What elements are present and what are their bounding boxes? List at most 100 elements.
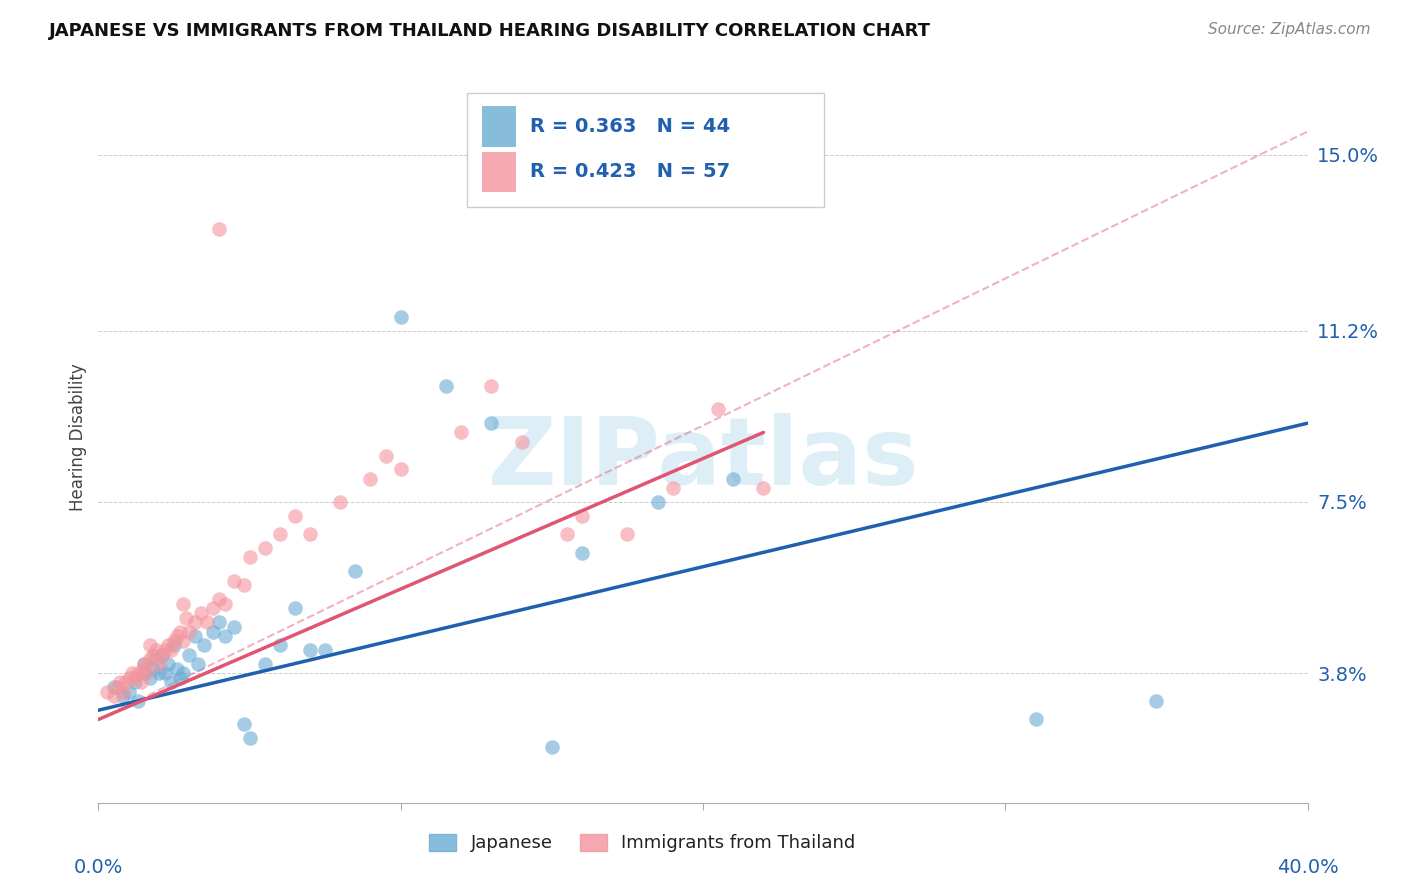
Point [179,648,201,662]
Point [1024,713,1046,727]
FancyBboxPatch shape [467,94,824,207]
Text: JAPANESE VS IMMIGRANTS FROM THAILAND HEARING DISABILITY CORRELATION CHART: JAPANESE VS IMMIGRANTS FROM THAILAND HEA… [49,22,931,40]
Text: ZIPatlas: ZIPatlas [488,413,918,505]
Point [139,671,162,685]
Point [434,379,457,393]
Point [150,648,173,662]
Point [540,740,562,755]
Point [299,643,322,657]
Point [284,508,307,523]
Point [132,657,155,671]
Point [193,639,215,653]
Point [169,671,191,685]
Point [153,666,176,681]
Point [616,527,638,541]
Point [224,620,246,634]
Point [169,624,191,639]
Point [239,731,262,745]
Point [121,666,143,681]
FancyBboxPatch shape [482,106,516,146]
FancyBboxPatch shape [482,152,516,192]
Point [142,661,165,675]
Point [1144,694,1167,708]
Point [124,671,146,685]
Point [202,624,225,639]
Point [108,675,131,690]
Point [571,546,593,560]
Point [214,629,236,643]
Point [314,643,336,657]
Point [103,690,125,704]
Point [166,629,188,643]
Point [127,666,149,681]
Point [208,592,231,607]
Point [202,601,225,615]
Point [135,666,157,681]
Point [344,565,367,579]
Point [179,624,201,639]
Point [752,481,775,495]
Point [153,643,176,657]
Point [510,434,533,449]
Point [160,675,183,690]
Point [145,652,167,666]
Point [166,661,188,675]
Point [707,402,730,417]
Point [124,675,146,690]
Point [103,680,125,694]
Point [111,690,134,704]
Point [163,633,186,648]
Point [214,597,236,611]
Y-axis label: Hearing Disability: Hearing Disability [69,363,87,511]
Point [253,657,276,671]
Point [145,643,167,657]
Point [239,550,262,565]
Point [160,643,183,657]
Point [114,675,136,690]
Point [661,481,683,495]
Text: R = 0.423   N = 57: R = 0.423 N = 57 [530,162,730,181]
Point [723,472,745,486]
Point [132,661,155,675]
Point [132,666,155,681]
Point [118,684,141,698]
Point [127,694,149,708]
Point [232,578,254,592]
Point [184,629,207,643]
Text: 0.0%: 0.0% [73,858,124,878]
Legend: Japanese, Immigrants from Thailand: Japanese, Immigrants from Thailand [422,826,863,860]
Text: 40.0%: 40.0% [1277,858,1339,878]
Text: R = 0.363   N = 44: R = 0.363 N = 44 [530,117,730,136]
Point [481,416,503,430]
Point [156,657,179,671]
Point [129,675,152,690]
Point [118,671,141,685]
Point [389,310,412,324]
Point [148,666,170,681]
Point [156,639,179,653]
Point [187,657,209,671]
Point [360,472,382,486]
Point [269,639,291,653]
Point [253,541,276,556]
Point [142,648,165,662]
Point [172,597,194,611]
Point [184,615,207,630]
Text: Source: ZipAtlas.com: Source: ZipAtlas.com [1208,22,1371,37]
Point [111,684,134,698]
Point [139,652,162,666]
Point [195,615,218,630]
Point [571,508,593,523]
Point [190,606,212,620]
Point [555,527,578,541]
Point [224,574,246,588]
Point [299,527,322,541]
Point [172,633,194,648]
Point [96,684,118,698]
Point [132,657,155,671]
Point [284,601,307,615]
Point [172,666,194,681]
Point [139,639,162,653]
Point [208,221,231,235]
Point [374,449,396,463]
